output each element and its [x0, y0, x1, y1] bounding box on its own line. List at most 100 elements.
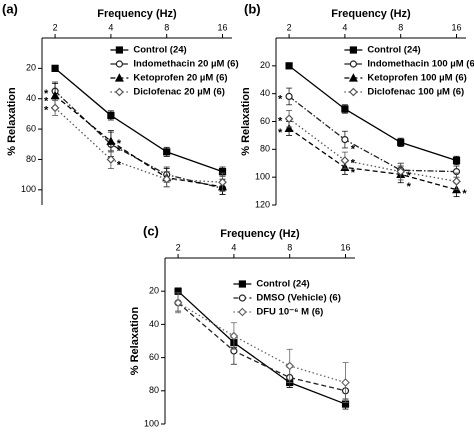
significance-mark: * [407, 181, 412, 193]
y-tick-label: 80 [149, 385, 159, 395]
significance-mark: * [117, 159, 122, 171]
legend-marker [349, 46, 357, 54]
legend-marker [238, 294, 246, 302]
legend-marker [115, 46, 124, 54]
legend-marker [349, 87, 358, 97]
data-point [106, 136, 116, 145]
data-point [284, 114, 294, 124]
significance-mark: * [278, 93, 283, 105]
series-line [54, 67, 223, 173]
y-tick-label: 20 [149, 286, 159, 296]
series-line [177, 302, 346, 384]
y-tick-label: 40 [149, 319, 159, 329]
x-tick-label: 16 [341, 242, 351, 252]
data-point [107, 111, 115, 120]
legend-label: Control (24) [367, 45, 420, 56]
legend-marker [115, 87, 124, 97]
data-point [341, 378, 350, 387]
series-line [288, 95, 457, 173]
data-point [285, 62, 293, 70]
significance-mark: * [117, 146, 122, 158]
y-tick-label: 40 [26, 93, 36, 103]
data-point [50, 103, 60, 113]
data-point [341, 135, 349, 144]
significance-mark: * [407, 170, 412, 182]
y-tick-label: 40 [260, 88, 270, 98]
legend-marker [114, 73, 124, 82]
x-tick-label: 8 [287, 242, 292, 252]
data-point [397, 138, 405, 146]
legend-label: Diclofenac 100 µM (6) [367, 87, 464, 98]
x-tick-label: 8 [398, 22, 403, 32]
y-tick-label: 60 [26, 123, 36, 133]
data-point [163, 148, 171, 156]
series-line [288, 65, 457, 162]
y-tick-label: 60 [149, 352, 159, 362]
significance-mark: * [117, 138, 122, 150]
significance-mark: * [278, 116, 283, 128]
x-axis-title: Frequency (Hz) [97, 8, 177, 20]
series-line [288, 118, 457, 182]
data-point [51, 64, 59, 72]
legend-label: Diclofenac 20 µM (6) [133, 87, 225, 98]
data-point [285, 92, 293, 101]
y-axis-title: % Relaxation [6, 87, 18, 156]
data-point [50, 90, 60, 100]
x-tick-label: 2 [287, 22, 292, 32]
y-tick-label: 100 [21, 184, 36, 194]
series-line [177, 302, 346, 392]
legend-label: DFU 10⁻⁶ M (6) [256, 307, 323, 318]
significance-mark: * [351, 167, 356, 179]
legend-marker [238, 307, 247, 317]
series-line [288, 127, 457, 191]
data-point [341, 105, 349, 113]
legend-label: Ketoprofen 100 µM (6) [367, 73, 466, 84]
x-tick-label: 16 [218, 22, 228, 32]
legend-label: Control (24) [256, 279, 309, 290]
data-point [218, 177, 227, 187]
x-tick-label: 4 [342, 22, 347, 32]
panel-label: (a) [2, 1, 18, 16]
x-axis-title: Frequency (Hz) [220, 228, 300, 240]
panel-label: (b) [244, 1, 261, 16]
x-tick-label: 4 [231, 242, 236, 252]
significance-mark: * [351, 143, 356, 155]
data-point [173, 298, 183, 308]
data-point [396, 167, 406, 176]
legend-marker [115, 60, 124, 68]
legend-label: Indomethacin 20 µM (6) [133, 59, 238, 70]
x-tick-label: 4 [108, 22, 113, 32]
series-line [54, 95, 223, 188]
y-tick-label: 120 [255, 199, 270, 209]
legend-marker [349, 60, 357, 68]
data-point [284, 123, 294, 133]
significance-mark: * [44, 105, 49, 117]
x-tick-label: 8 [164, 22, 169, 32]
significance-mark: * [44, 88, 49, 100]
y-tick-label: 20 [26, 63, 36, 73]
y-axis-title: % Relaxation [240, 87, 252, 156]
series-line [54, 107, 223, 183]
data-point [106, 155, 116, 164]
data-point [452, 156, 461, 165]
data-point [229, 331, 239, 341]
series-line [177, 290, 346, 405]
significance-mark: * [278, 127, 283, 139]
legend-label: Ketoprofen 20 µM (6) [133, 73, 227, 84]
legend-label: Control (24) [133, 45, 186, 56]
y-axis-title: % Relaxation [129, 306, 141, 375]
legend-marker [238, 280, 246, 288]
x-axis-title: Frequency (Hz) [331, 8, 411, 20]
y-tick-label: 80 [26, 154, 36, 164]
x-tick-label: 16 [452, 22, 462, 32]
legend-marker [348, 73, 358, 82]
data-point [285, 361, 295, 371]
significance-mark: * [462, 188, 467, 200]
x-tick-label: 2 [53, 22, 58, 32]
y-tick-label: 100 [144, 418, 159, 427]
significance-mark: * [44, 96, 49, 108]
y-tick-label: 80 [260, 144, 270, 154]
data-point [340, 156, 350, 165]
legend-label: Indomethacin 100 µM (6) [367, 59, 474, 70]
